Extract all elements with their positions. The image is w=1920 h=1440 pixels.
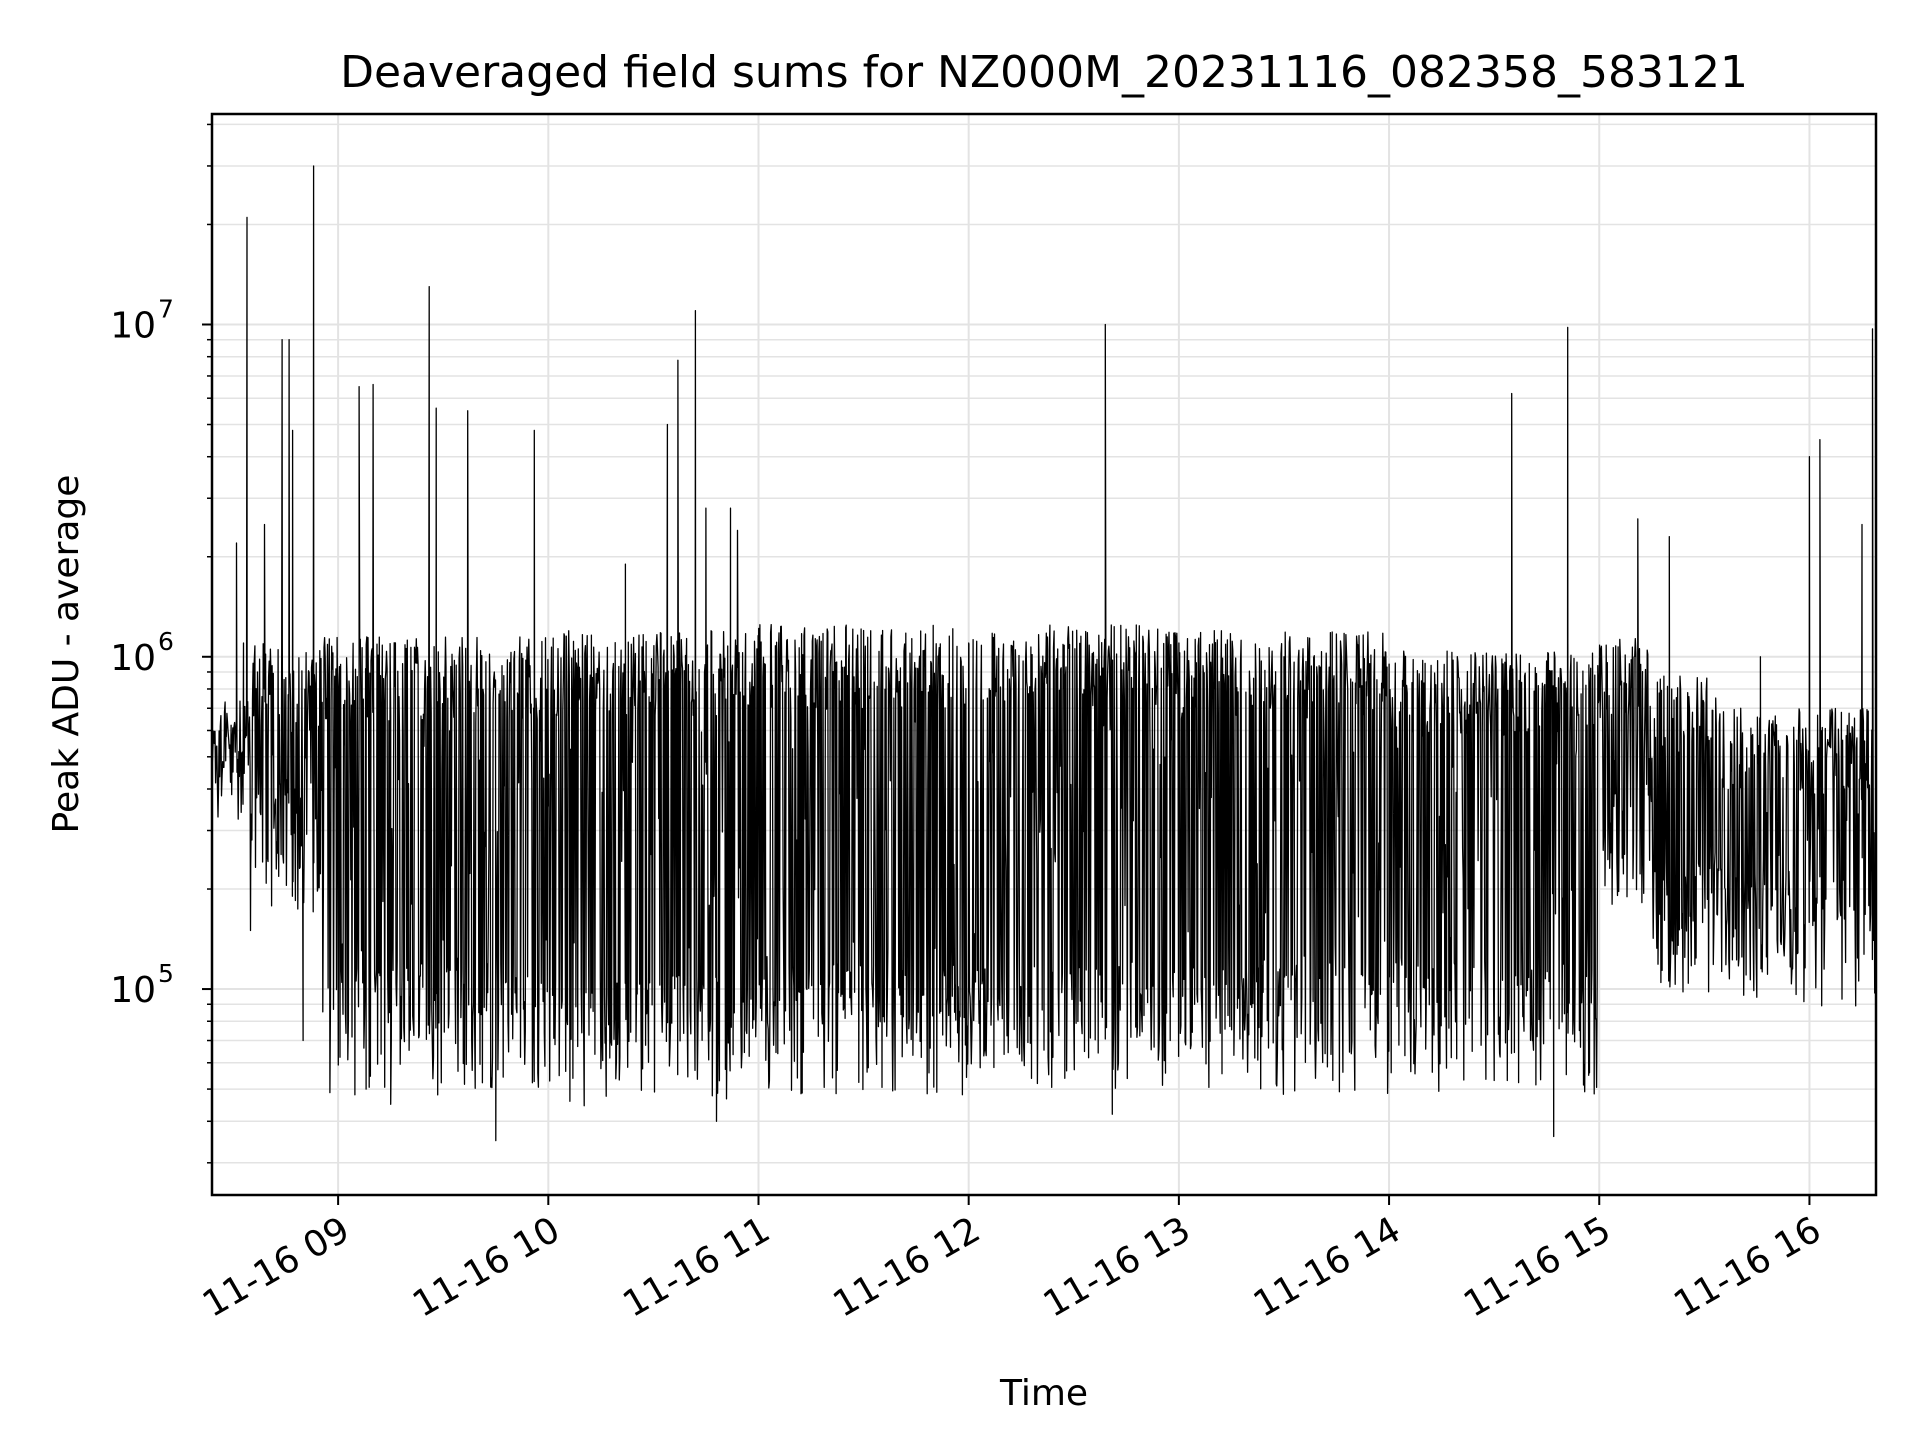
chart-title: Deaveraged field sums for NZ000M_2023111… [340,47,1748,98]
y-tick-label: 10 [110,305,156,346]
y-axis-label: Peak ADU - average [46,475,87,834]
plot-frame [210,112,1878,1197]
series-layer [212,165,1876,1142]
y-tick-label: 10 [110,638,156,679]
x-axis-label: Time [999,1373,1088,1414]
y-tick-exponent: 7 [158,294,174,323]
series-line [212,165,1876,1142]
y-tick-exponent: 5 [158,959,174,988]
y-tick-exponent: 6 [158,627,174,656]
y-tick-label: 10 [110,970,156,1011]
